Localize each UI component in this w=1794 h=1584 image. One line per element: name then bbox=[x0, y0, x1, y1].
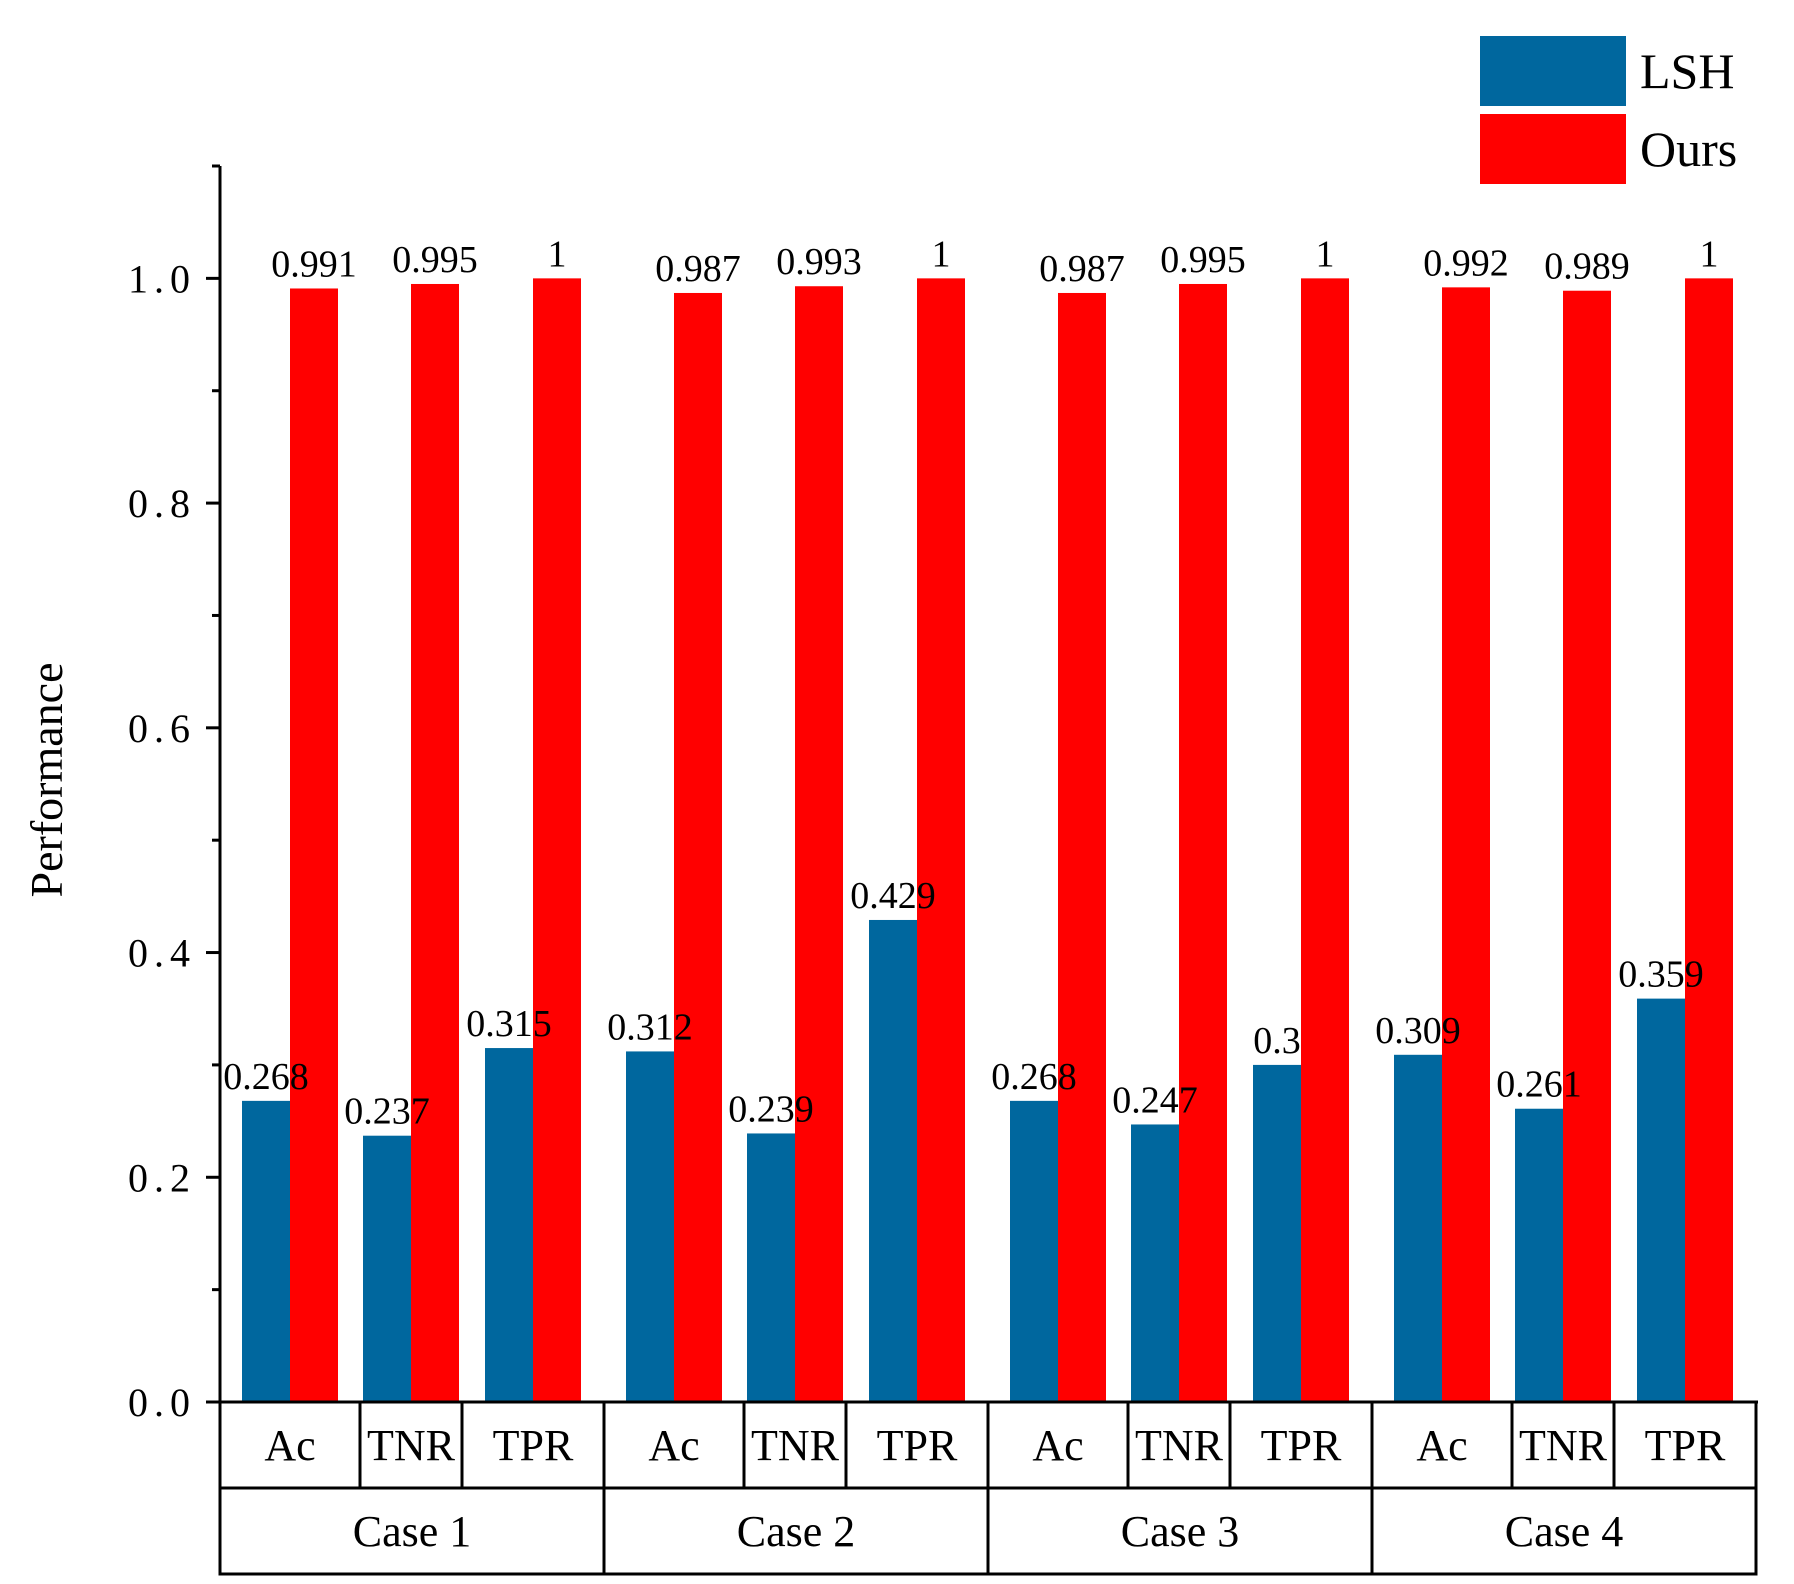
group-label: Case 4 bbox=[1505, 1507, 1624, 1556]
y-tick-label: 0.4 bbox=[128, 931, 196, 976]
bar-ours-4-tpr bbox=[1685, 278, 1733, 1402]
group-label: Case 2 bbox=[737, 1507, 856, 1556]
category-label: TNR bbox=[1519, 1421, 1608, 1470]
data-label: 0.268 bbox=[223, 1056, 309, 1098]
data-label: 1 bbox=[548, 233, 567, 275]
legend-label-lsh: LSH bbox=[1640, 43, 1734, 99]
category-label: TPR bbox=[493, 1421, 574, 1470]
bar-ours-1-ac bbox=[290, 288, 338, 1403]
bar-ours-1-tnr bbox=[411, 283, 459, 1402]
data-label: 0.987 bbox=[1039, 248, 1125, 290]
data-label: 0.268 bbox=[991, 1056, 1077, 1098]
legend-label-ours: Ours bbox=[1640, 121, 1737, 177]
bar-ours-4-ac bbox=[1442, 287, 1490, 1402]
category-label: Ac bbox=[1032, 1421, 1083, 1470]
data-label: 0.992 bbox=[1423, 242, 1509, 284]
y-tick-label: 0.6 bbox=[128, 706, 196, 751]
data-label: 0.993 bbox=[776, 241, 862, 283]
bar-lsh-1-tnr bbox=[363, 1135, 411, 1402]
y-tick-label: 0.0 bbox=[128, 1380, 196, 1425]
bar-lsh-1-ac bbox=[242, 1100, 290, 1402]
bars bbox=[242, 278, 1733, 1403]
data-label: 0.429 bbox=[850, 875, 936, 917]
bar-lsh-3-ac bbox=[1010, 1100, 1058, 1402]
y-tick-label: 1.0 bbox=[128, 256, 196, 301]
data-label: 0.309 bbox=[1375, 1010, 1461, 1052]
y-tick-label: 0.8 bbox=[128, 481, 196, 526]
legend: LSH Ours bbox=[1480, 36, 1737, 184]
bar-ours-3-tpr bbox=[1301, 278, 1349, 1402]
bar-ours-4-tnr bbox=[1563, 290, 1611, 1402]
group-cell bbox=[1370, 1486, 1758, 1576]
data-label: 0.991 bbox=[271, 243, 357, 285]
category-label: TNR bbox=[367, 1421, 456, 1470]
bar-ours-1-tpr bbox=[533, 278, 581, 1402]
bar-lsh-2-tpr bbox=[869, 919, 917, 1402]
bar-ours-2-ac bbox=[674, 292, 722, 1402]
category-label: TPR bbox=[1645, 1421, 1726, 1470]
data-label: 0.312 bbox=[607, 1006, 693, 1048]
data-label: 0.247 bbox=[1112, 1079, 1198, 1121]
category-label: Ac bbox=[264, 1421, 315, 1470]
x-axis-category-table: Ac TNR TPR Case 1 Ac TNR TPR Case 2 Ac TNR TPR Case… bbox=[218, 1400, 1758, 1576]
y-axis: 0.0 0.2 0.4 0.6 0.8 1.0 bbox=[128, 164, 222, 1425]
bar-ours-3-tnr bbox=[1179, 283, 1227, 1402]
bar-lsh-2-tnr bbox=[747, 1133, 795, 1402]
bar-ours-2-tpr bbox=[917, 278, 965, 1402]
data-label: 1 bbox=[1316, 233, 1335, 275]
y-axis-label: Performance bbox=[21, 663, 72, 898]
category-label: Ac bbox=[648, 1421, 699, 1470]
category-label: TPR bbox=[1261, 1421, 1342, 1470]
y-tick-label: 0.2 bbox=[128, 1155, 196, 1200]
data-label: 0.3 bbox=[1253, 1020, 1301, 1062]
data-label: 0.995 bbox=[392, 239, 478, 281]
legend-swatch-lsh bbox=[1480, 36, 1626, 106]
group-label: Case 1 bbox=[353, 1507, 472, 1556]
data-label: 1 bbox=[932, 233, 951, 275]
category-label: Ac bbox=[1416, 1421, 1467, 1470]
data-label: 1 bbox=[1700, 233, 1719, 275]
data-label: 0.359 bbox=[1618, 954, 1704, 996]
bar-lsh-4-tnr bbox=[1515, 1108, 1563, 1402]
group-label: Case 3 bbox=[1121, 1507, 1240, 1556]
data-label: 0.987 bbox=[655, 248, 741, 290]
data-label: 0.239 bbox=[728, 1088, 814, 1130]
data-labels: 0.268 0.991 0.237 0.995 0.315 1 0.312 0.987 0.23… bbox=[223, 233, 1718, 1132]
data-label: 0.261 bbox=[1496, 1064, 1582, 1106]
bar-ours-2-tnr bbox=[795, 286, 843, 1402]
bar-lsh-3-tnr bbox=[1131, 1124, 1179, 1402]
bar-lsh-2-ac bbox=[626, 1051, 674, 1402]
data-label: 0.989 bbox=[1544, 246, 1630, 288]
bar-lsh-3-tpr bbox=[1253, 1064, 1301, 1402]
legend-swatch-ours bbox=[1480, 114, 1626, 184]
data-label: 0.315 bbox=[466, 1003, 552, 1045]
bar-lsh-4-ac bbox=[1394, 1054, 1442, 1402]
category-label: TNR bbox=[751, 1421, 840, 1470]
bar-lsh-4-tpr bbox=[1637, 998, 1685, 1402]
data-label: 0.237 bbox=[344, 1091, 430, 1133]
category-label: TNR bbox=[1135, 1421, 1224, 1470]
bar-ours-3-ac bbox=[1058, 292, 1106, 1402]
data-label: 0.995 bbox=[1160, 239, 1246, 281]
bar-lsh-1-tpr bbox=[485, 1048, 533, 1402]
category-label: TPR bbox=[877, 1421, 958, 1470]
